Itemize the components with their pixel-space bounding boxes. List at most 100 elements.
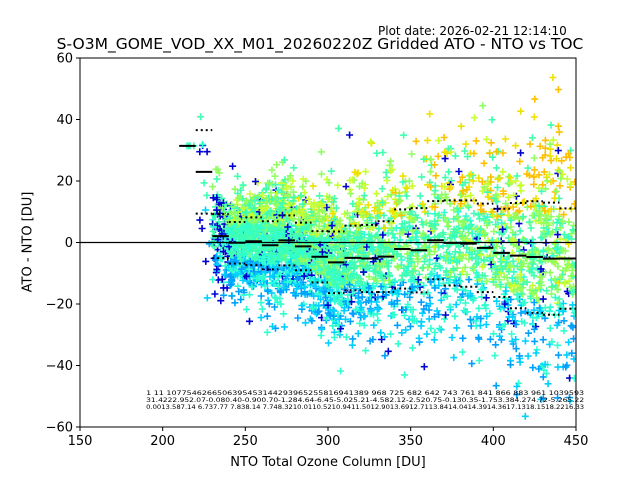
data-point (281, 256, 289, 264)
data-point (280, 310, 287, 318)
data-point (463, 308, 471, 316)
y-tick-label: −20 (46, 298, 73, 313)
data-point (531, 166, 538, 174)
data-point (311, 283, 319, 290)
data-point (467, 170, 475, 178)
data-point (298, 302, 306, 309)
data-point (203, 148, 211, 156)
data-point (342, 333, 350, 341)
data-point (557, 174, 565, 182)
data-point (559, 170, 567, 178)
data-point (478, 178, 486, 186)
data-point (489, 153, 497, 161)
data-point (530, 272, 538, 280)
data-point (506, 262, 514, 270)
data-point (245, 265, 253, 273)
data-point (497, 269, 505, 277)
data-point (410, 277, 418, 285)
data-point (394, 264, 402, 272)
data-point (507, 282, 515, 290)
data-point (342, 183, 350, 191)
data-point (517, 187, 525, 195)
data-point (341, 304, 349, 312)
data-point (240, 204, 248, 212)
data-point (531, 95, 539, 103)
data-point (344, 295, 352, 303)
data-point (492, 221, 500, 228)
data-point (497, 336, 505, 344)
data-point (246, 228, 254, 236)
data-point (530, 154, 538, 162)
scatter-points (183, 26, 576, 420)
data-point (467, 191, 475, 199)
data-point (342, 315, 349, 323)
data-point (388, 289, 396, 297)
data-point (480, 256, 488, 264)
data-point (350, 285, 358, 292)
data-point (512, 336, 520, 343)
data-point (386, 280, 394, 288)
data-point (493, 148, 500, 156)
data-point (480, 183, 488, 191)
data-point (439, 229, 447, 237)
data-point (555, 351, 562, 359)
data-point (431, 329, 439, 336)
data-point (365, 297, 373, 304)
data-point (200, 179, 208, 187)
data-point (234, 215, 242, 223)
y-tick-label: −40 (46, 359, 73, 374)
data-point (398, 329, 406, 337)
data-point (431, 284, 439, 292)
data-point (352, 262, 360, 270)
data-point (289, 177, 297, 185)
data-point (571, 200, 576, 208)
data-point (342, 266, 350, 274)
data-point (405, 50, 412, 57)
data-point (209, 227, 217, 235)
data-point (567, 272, 575, 280)
data-point (498, 250, 505, 258)
bin-annotation-row: 1 11 10775462665063954531442939652558169… (146, 390, 584, 397)
data-point (391, 255, 399, 262)
data-point (317, 234, 325, 242)
data-point (196, 148, 204, 156)
data-point (476, 215, 484, 223)
data-point (549, 26, 556, 33)
data-point (347, 275, 355, 283)
data-point (277, 288, 285, 296)
data-point (221, 216, 229, 224)
data-point (384, 272, 392, 280)
data-point (354, 298, 362, 306)
data-point (317, 332, 325, 339)
data-point (564, 260, 571, 268)
data-point (212, 203, 219, 211)
data-point (493, 164, 500, 172)
data-point (557, 273, 565, 281)
data-point (262, 268, 270, 276)
data-point (360, 321, 368, 329)
data-point (280, 323, 288, 331)
x-tick-label: 200 (150, 434, 175, 449)
data-point (215, 169, 223, 177)
data-point (390, 207, 398, 214)
data-point (338, 234, 346, 242)
data-point (397, 211, 405, 219)
data-point (320, 259, 328, 267)
data-point (516, 247, 523, 255)
data-point (434, 212, 442, 219)
data-point (382, 168, 390, 176)
data-point (245, 245, 252, 253)
data-point (549, 136, 557, 144)
data-point (234, 172, 242, 180)
data-point (231, 271, 239, 279)
data-point (293, 275, 301, 283)
data-point (428, 270, 436, 278)
data-point (545, 221, 553, 229)
data-point (245, 201, 253, 209)
data-point (433, 271, 441, 279)
data-point (569, 301, 576, 309)
data-point (543, 177, 551, 185)
data-point (236, 255, 244, 263)
data-point (209, 183, 216, 191)
